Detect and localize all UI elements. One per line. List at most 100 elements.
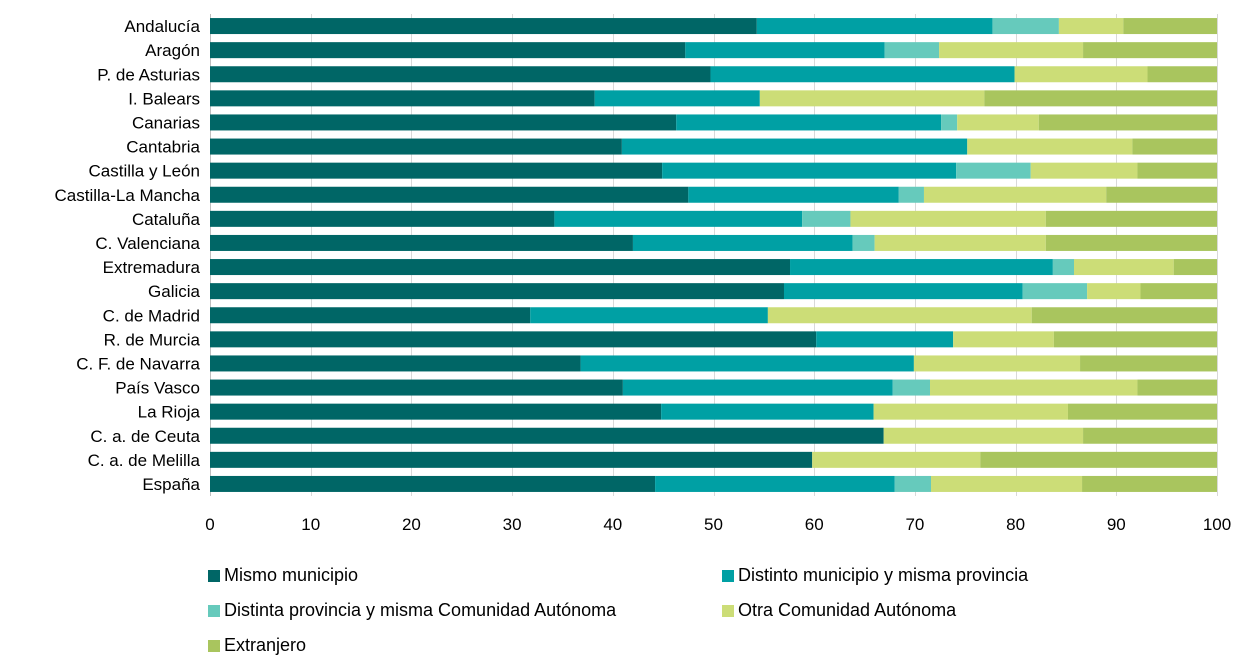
legend-label: Otra Comunidad Autónoma [738,600,957,620]
bar-segment [210,186,689,203]
bar-segment [930,379,1138,396]
bar-segment [1031,307,1217,324]
bar-segment [953,331,1054,348]
legend-swatch [208,604,220,617]
bar-segment [210,162,663,179]
bar-segment [210,18,757,35]
x-tick-labels: 0 10 20 30 40 50 60 70 80 90 100 [205,515,1231,534]
x-tick-label: 20 [402,515,421,534]
legend-swatch [208,639,220,652]
category-label: Cataluña [132,210,201,229]
category-label: Aragón [145,41,200,60]
bar-segment [210,114,677,131]
bar-segment [980,451,1217,468]
category-label: La Rioja [138,403,201,422]
bar-segment [1147,66,1217,83]
bar-segment [1058,18,1124,35]
category-label: P. de Asturias [97,65,200,84]
bars [210,18,1217,492]
bar-segment [892,379,931,396]
bar-segment [850,210,1046,227]
bar-segment [530,307,768,324]
bar-segment [554,210,803,227]
bar-segment [210,283,784,300]
bar-segment [816,331,954,348]
category-label: Cantabria [126,138,200,157]
bar-segment [210,138,622,155]
x-tick-label: 10 [301,515,320,534]
bar-segment [884,42,940,59]
bar-segment [1137,379,1217,396]
bar-segment [621,138,968,155]
bar-segment [622,379,893,396]
x-tick-label: 90 [1107,515,1126,534]
bar-segment [939,42,1084,59]
bar-segment [1083,42,1217,59]
bar-segment [210,427,884,444]
x-tick-label: 60 [805,515,824,534]
bar-segment [661,403,874,420]
x-tick-label: 40 [603,515,622,534]
bar-segment [210,475,656,492]
category-label: R. de Murcia [104,330,201,349]
legend-swatch [722,604,734,617]
bar-segment [1014,66,1148,83]
bar-segment [1038,114,1217,131]
bar-segment [688,186,899,203]
bar-segment [812,451,981,468]
category-label: C. de Madrid [103,306,200,325]
category-label: Castilla-La Mancha [54,186,200,205]
category-label: C. a. de Melilla [88,451,201,470]
bar-segment [676,114,942,131]
bar-segment [210,331,817,348]
legend-swatch [722,569,734,582]
category-label: España [142,475,200,494]
bar-segment [685,42,885,59]
bar-segment [210,234,633,251]
bar-segment [710,66,1015,83]
legend-swatch [208,569,220,582]
category-label: País Vasco [115,379,200,398]
bar-segment [210,259,791,276]
bar-segment [210,66,711,83]
bar-segment [1132,138,1217,155]
bar-segment [956,162,1031,179]
legend-item-distinta-provincia: Distinta provincia y misma Comunidad Aut… [208,600,616,621]
x-tick-label: 0 [205,515,214,534]
legend-label: Extranjero [224,635,307,655]
bar-segment [894,475,932,492]
bar-segment [210,403,662,420]
legend-label: Mismo municipio [224,565,359,585]
bar-segment [759,90,985,107]
bar-segment [873,403,1068,420]
bar-segment [941,114,958,131]
legend-item-otra-comunidad: Otra Comunidad Autónoma [722,600,956,621]
legend-item-mismo-municipio: Mismo municipio [208,565,358,586]
bar-segment [874,234,1046,251]
bar-segment [632,234,853,251]
bar-segment [931,475,1083,492]
bar-segment [210,355,581,372]
bar-segment [210,307,531,324]
x-tick-label: 70 [905,515,924,534]
bar-segment [210,42,686,59]
stacked-bar-chart: Andalucía Aragón P. de Asturias I. Balears C… [54,14,1231,534]
category-label: C. a. de Ceuta [90,427,200,446]
x-tick-label: 30 [503,515,522,534]
x-tick-label: 50 [704,515,723,534]
bar-segment [662,162,957,179]
bar-segment [783,283,1023,300]
legend-item-extranjero: Extranjero [208,635,306,656]
bar-segment [1053,331,1217,348]
bar-segment [984,90,1217,107]
bar-segment [1082,475,1217,492]
category-label: Andalucía [124,17,200,36]
bar-segment [898,186,924,203]
bar-segment [1137,162,1217,179]
bar-segment [1123,18,1217,35]
bar-segment [210,451,813,468]
bar-segment [1067,403,1217,420]
bar-segment [210,90,595,107]
bar-segment [1030,162,1138,179]
